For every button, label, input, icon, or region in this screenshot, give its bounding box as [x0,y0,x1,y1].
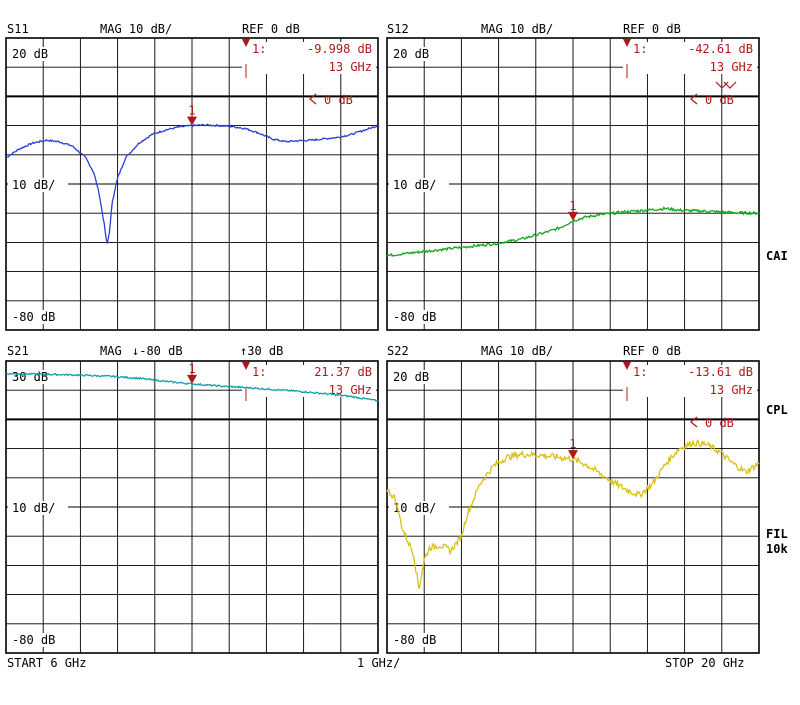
s22-reference-level-label: 0 dB [705,416,734,430]
s21-top-scale-label: 30 dB [12,370,48,384]
s11-marker-number-label: 1: [252,42,266,56]
s21-marker-1 [187,374,197,384]
sweep-footer: START 6 GHz 1 GHz/ STOP 20 GHz [7,656,744,670]
s21-trace-line [5,372,379,402]
s12-reference-level-label: 0 dB [705,93,734,107]
s22-top-scale-label-bg [389,370,449,384]
s12-limit-icon [715,81,737,89]
s11-top-scale-label: 20 dB [12,47,48,61]
s12-trace-line [386,206,760,258]
s22-format-label: MAG 10 dB/ [481,344,553,358]
s12-top-scale-label-bg [389,47,449,61]
s11-ref-label: REF 0 dB [242,22,300,36]
side-label-cpl: CPL [766,403,788,417]
s12-marker-1 [568,211,578,221]
s22-mid-scale-label-bg [389,501,449,515]
s22-marker-frequency: 13 GHz [710,383,753,397]
s12-marker-number-label: 1: [633,42,647,56]
s22-ref-label: REF 0 dB [623,344,681,358]
s21-marker-1-number: 1 [188,362,195,376]
s11-marker-readout-triangle [242,39,250,47]
side-label-10k: 10k [766,542,788,556]
s11-format-label: MAG 10 dB/ [100,22,172,36]
s22-marker-readout-bg [623,365,757,397]
s11-header: S11 MAG 10 dB/ REF 0 dB [7,22,300,36]
side-labels: CAI CPL FIL 10k [766,249,788,556]
s12-plot: 20 dB 10 dB/ -80 dB 1: -42.61 dB 13 GHz 0 dB 1 [386,37,760,331]
s11-mid-scale-label: 10 dB/ [12,178,55,192]
s12-mid-scale-label-bg [389,178,449,192]
s12-bottom-scale-label-bg [389,310,449,324]
s21-marker-frequency: 13 GHz [329,383,372,397]
s22-marker-1 [568,450,578,460]
s11-plot: 20 dB 10 dB/ -80 dB 1: -9.998 dB 13 GHz 0 dB 1 [5,37,379,331]
s11-marker-value: -9.998 dB [307,42,372,56]
s22-plot: 20 dB 10 dB/ -80 dB 1: -13.61 dB 13 GHz 0 dB 1 [386,360,760,654]
s11-reference-arrow-icon [309,93,317,105]
s12-mid-scale-label: 10 dB/ [393,178,436,192]
s12-marker-frequency: 13 GHz [710,60,753,74]
s21-bottom-scale-label-bg [8,633,68,647]
s21-marker-readout-triangle [242,362,250,370]
s11-marker-1 [187,116,197,126]
s11-bottom-scale-label: -80 dB [12,310,55,324]
s11-marker-readout-bg [242,42,376,74]
s12-reference-arrow-icon [690,93,698,105]
s12-format-label: MAG 10 dB/ [481,22,553,36]
s22-reference-arrow-icon [690,416,698,428]
s11-trace-line [5,123,379,244]
s22-header: S22 MAG 10 dB/ REF 0 dB [387,344,681,358]
s12-header: S12 MAG 10 dB/ REF 0 dB [387,22,681,36]
s21-scale-label: ↓-80 dB [132,344,183,358]
s12-marker-readout-bg [623,42,757,74]
s22-param-label: S22 [387,344,409,358]
s21-top-scale-label-bg [8,370,68,384]
s21-mid-scale-label: 10 dB/ [12,501,55,515]
s21-marker-value: 21.37 dB [314,365,372,379]
span-per-division-label: 1 GHz/ [357,656,400,670]
s12-bottom-scale-label: -80 dB [393,310,436,324]
s21-param-label: S21 [7,344,29,358]
s11-top-scale-label-bg [8,47,68,61]
s22-bottom-scale-label-bg [389,633,449,647]
s21-ref-label: ↑30 dB [240,344,283,358]
s12-marker-value: -42.61 dB [688,42,753,56]
side-label-cai: CAI [766,249,788,263]
s22-marker-readout-triangle [623,362,631,370]
s12-ref-label: REF 0 dB [623,22,681,36]
s22-bottom-scale-label: -80 dB [393,633,436,647]
s12-top-scale-label: 20 dB [393,47,429,61]
s12-marker-readout-triangle [623,39,631,47]
s21-plot: 30 dB 10 dB/ -80 dB 1: 21.37 dB 13 GHz 1 [5,360,379,654]
s11-marker-frequency: 13 GHz [329,60,372,74]
s22-trace-line [386,438,760,589]
s11-mid-scale-label-bg [8,178,68,192]
s22-marker-number-label: 1: [633,365,647,379]
s12-param-label: S12 [387,22,409,36]
s11-reference-level-label: 0 dB [324,93,353,107]
s11-bottom-scale-label-bg [8,310,68,324]
s21-marker-readout-bg [242,365,376,397]
side-label-fil: FIL [766,527,788,541]
s22-marker-value: -13.61 dB [688,365,753,379]
s22-marker-1-number: 1 [569,437,576,451]
s22-mid-scale-label: 10 dB/ [393,501,436,515]
s21-format-label: MAG [100,344,122,358]
stop-frequency-label: STOP 20 GHz [665,656,744,670]
s21-mid-scale-label-bg [8,501,68,515]
s12-marker-1-number: 1 [569,199,576,213]
s21-marker-number-label: 1: [252,365,266,379]
s11-marker-1-number: 1 [188,104,195,118]
s22-top-scale-label: 20 dB [393,370,429,384]
s11-param-label: S11 [7,22,29,36]
start-frequency-label: START 6 GHz [7,656,86,670]
s21-header: S21 MAG ↓-80 dB ↑30 dB [7,344,283,358]
s21-bottom-scale-label: -80 dB [12,633,55,647]
